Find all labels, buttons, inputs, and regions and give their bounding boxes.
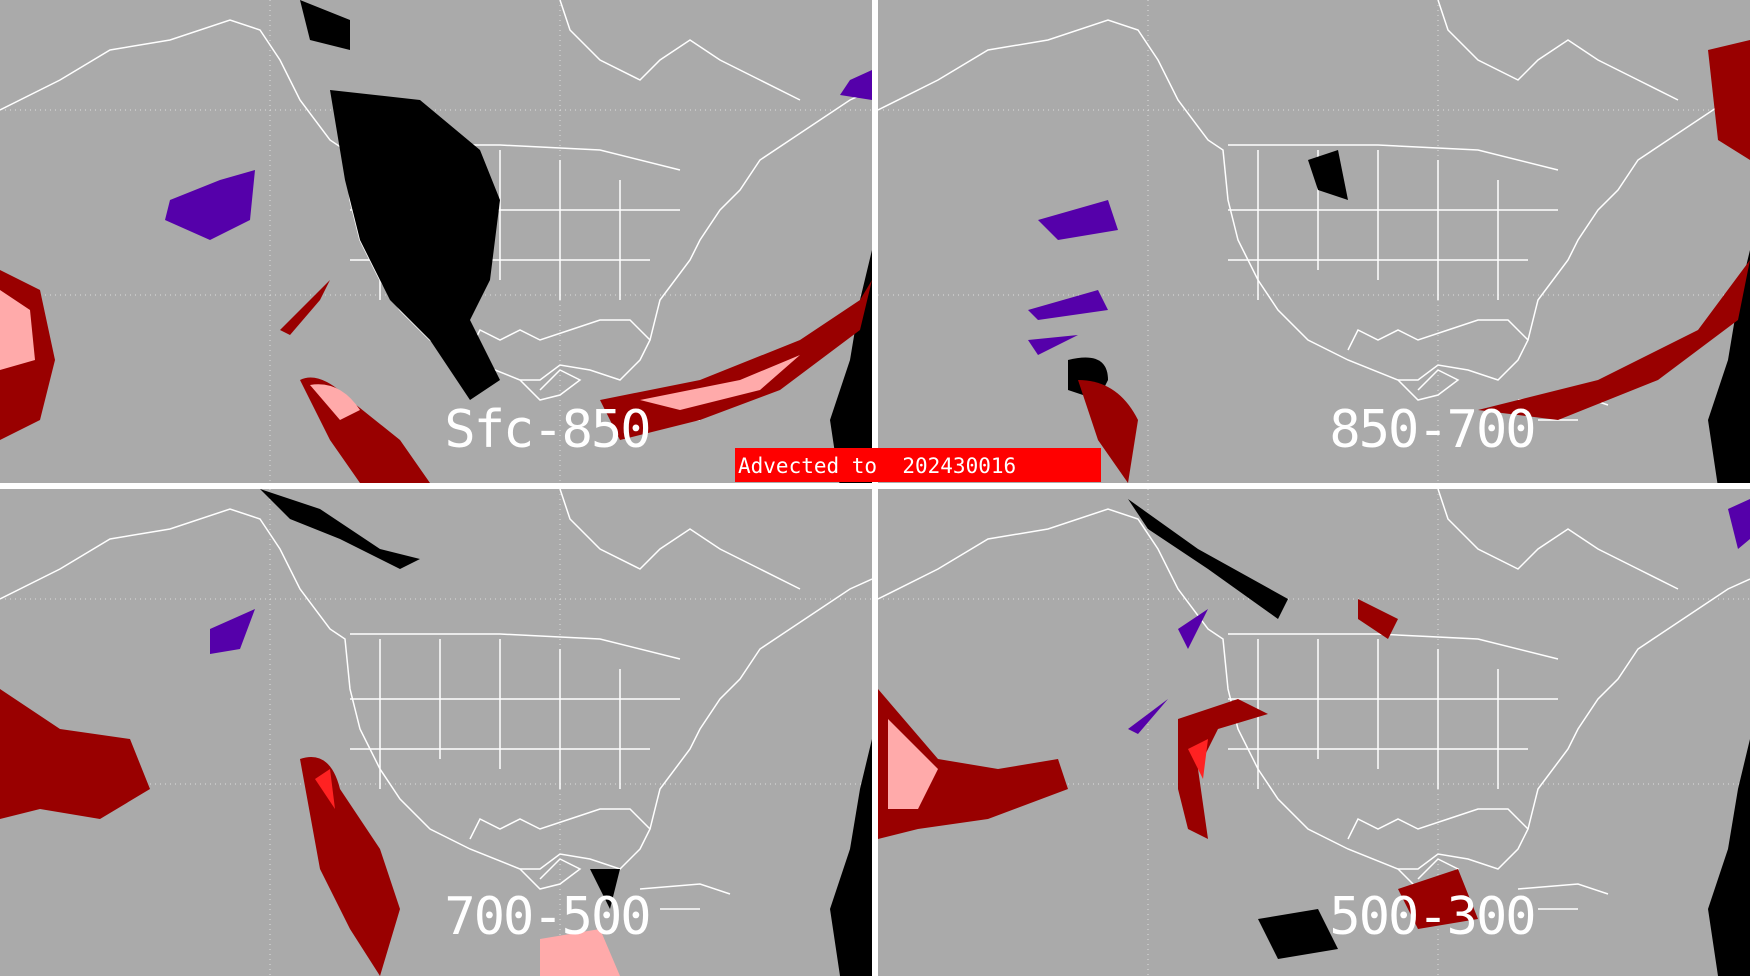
graticule [0,489,872,976]
map-layer [878,489,1750,976]
graticule [0,0,872,483]
graticule [878,489,1750,976]
purple-region [165,170,255,240]
graticule [878,0,1750,483]
advected-to-banner: Advected to 202430016 [735,448,1101,482]
coastline [878,0,1750,421]
purple-region [210,609,255,654]
panel-label-sfc-850: Sfc-850 [444,400,651,460]
pink-region [540,929,620,976]
panel-sfc-850 [0,0,872,483]
dark-red-region [1398,869,1478,929]
pink-region [315,769,335,809]
panel-label-850-700: 850-700 [1329,400,1536,460]
black-region [260,489,420,569]
panel-label-700-500: 700-500 [444,887,651,947]
dark-red-region [280,280,330,335]
black-region [300,0,350,50]
purple-region [840,70,872,100]
dark-red-region [878,689,1068,839]
pink-region [310,384,360,420]
black-region [1308,150,1348,200]
panel-500-300 [878,489,1750,976]
coastline [0,489,872,910]
map-layer [0,489,872,976]
dark-red-region [1078,380,1138,483]
purple-region [1028,290,1108,320]
dark-red-region [1708,40,1750,160]
purple-region [1178,609,1208,649]
map-layer [878,0,1750,483]
dark-red-region [1358,599,1398,639]
black-region [330,90,500,400]
dark-red-region [300,757,400,976]
panel-700-500 [0,489,872,976]
pink-region [888,719,938,809]
terminator-black-region [1708,739,1750,976]
panel-850-700 [878,0,1750,483]
pink-region [1188,739,1208,779]
dark-red-region [0,689,150,819]
purple-region [1128,699,1168,734]
black-region [1258,909,1338,959]
terminator-black-region [830,739,872,976]
black-region [590,869,620,909]
map-layer [0,0,872,483]
purple-region [1038,200,1118,240]
pink-region [640,355,800,410]
pink-region [0,290,35,370]
dark-red-region [1478,260,1750,420]
black-region [1128,499,1288,619]
purple-region [1028,335,1078,355]
dark-red-region [1178,699,1268,839]
coastline [878,489,1750,910]
panel-label-500-300: 500-300 [1329,887,1536,947]
purple-region [1728,499,1750,549]
